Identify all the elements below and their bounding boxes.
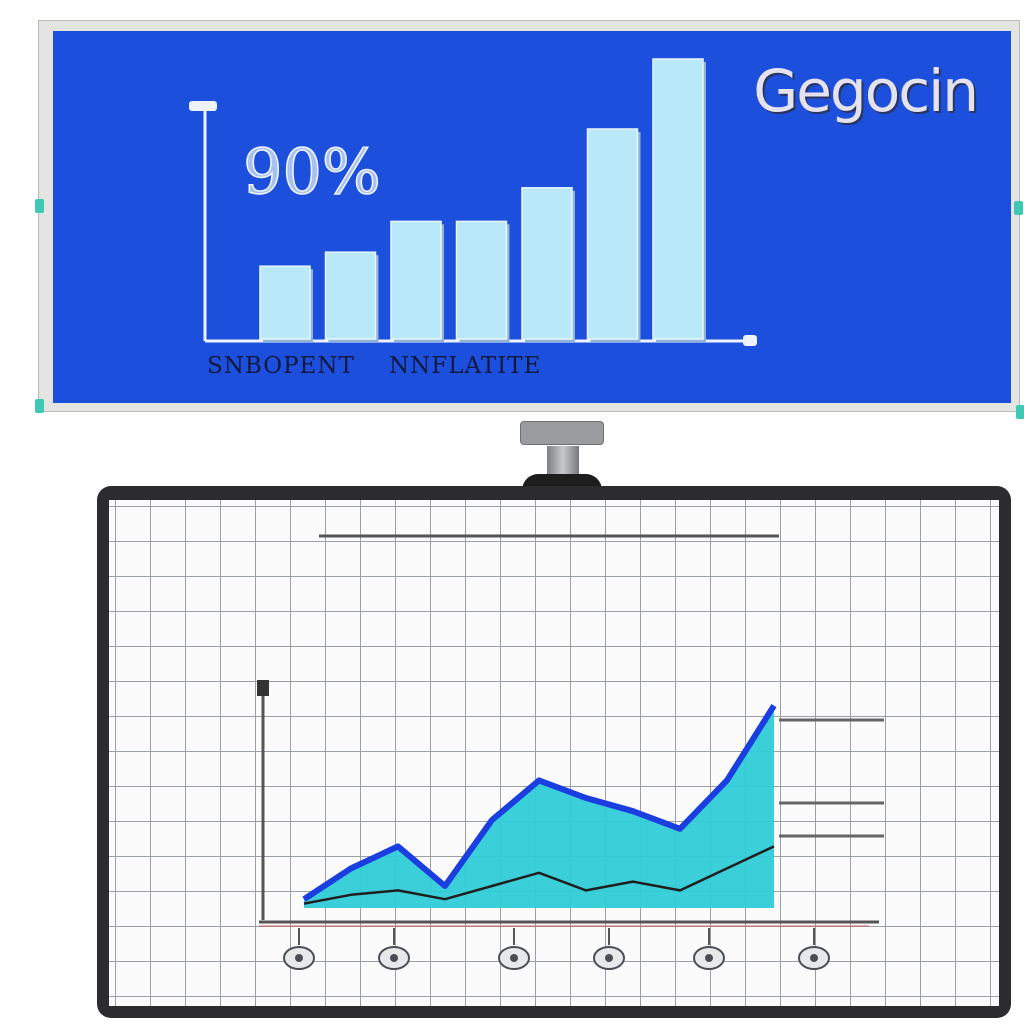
top-chart-board: 90% SNBOPENT NNFLATITE Gegocin bbox=[35, 20, 1024, 419]
area-chart bbox=[257, 534, 884, 970]
badge-icon bbox=[498, 928, 530, 970]
plug-icon bbox=[693, 928, 725, 970]
clip-left-top bbox=[35, 199, 44, 213]
grid-chart-screen bbox=[109, 500, 999, 1006]
percentage-stat: 90% bbox=[242, 134, 381, 209]
icon-core bbox=[605, 954, 613, 962]
y-axis-cap bbox=[189, 101, 217, 111]
lock-icon bbox=[798, 928, 830, 970]
clip-left-bottom bbox=[35, 399, 44, 413]
area-fill bbox=[304, 705, 774, 908]
brand-logo-text: Gegocin bbox=[753, 57, 979, 125]
globe-icon bbox=[283, 928, 315, 970]
category-label-right: NNFLATITE bbox=[389, 353, 542, 379]
bar bbox=[390, 220, 442, 340]
icon-core bbox=[390, 954, 398, 962]
gear-icon bbox=[378, 928, 410, 970]
stand-badge bbox=[520, 421, 604, 445]
x-axis-cap bbox=[743, 335, 757, 346]
bar bbox=[324, 251, 377, 340]
bell-icon bbox=[593, 928, 625, 970]
bar bbox=[586, 128, 639, 340]
bottom-monitor bbox=[97, 486, 1011, 1018]
series-line-secondary bbox=[303, 845, 775, 905]
category-label-left: SNBOPENT bbox=[207, 353, 355, 379]
icon-core bbox=[295, 954, 303, 962]
clip-right-bottom bbox=[1016, 405, 1024, 419]
series-line-primary bbox=[302, 704, 777, 902]
icon-core bbox=[810, 954, 818, 962]
bar bbox=[455, 220, 508, 340]
clip-right-top bbox=[1014, 201, 1023, 215]
bar bbox=[259, 265, 311, 340]
top-chart-screen: 90% SNBOPENT NNFLATITE Gegocin bbox=[53, 31, 1011, 403]
bar-chart bbox=[189, 58, 757, 346]
bar bbox=[521, 187, 573, 340]
icon-core bbox=[510, 954, 518, 962]
bar bbox=[652, 58, 704, 340]
icon-core bbox=[705, 954, 713, 962]
stand-neck bbox=[547, 446, 579, 474]
y-axis-cap bbox=[257, 680, 269, 696]
